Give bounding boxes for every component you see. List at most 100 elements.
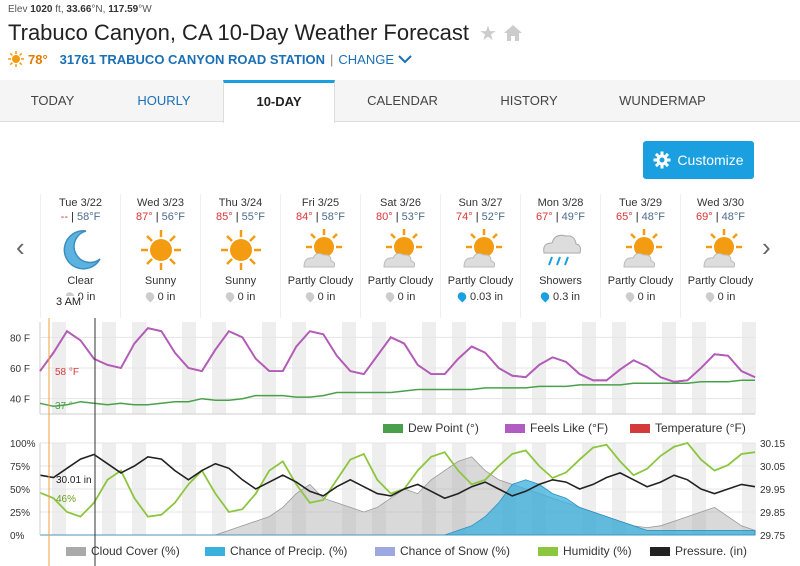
title-row: Trabuco Canyon, CA 10-Day Weather Foreca… [8, 20, 523, 46]
temp-annotation: 58 °F [55, 367, 79, 378]
hi-lo: 85° | 55°F [216, 211, 265, 223]
precip-amount: 0 in [361, 290, 440, 303]
hi-lo: 74° | 52°F [456, 211, 505, 223]
day-column[interactable]: Thu 3/24 85° | 55°F Sunny 0 in [200, 194, 280, 318]
hi-lo: 69° | 48°F [696, 211, 745, 223]
y-tick-label-left: 0% [10, 531, 25, 542]
y-tick-label-left: 100% [10, 439, 36, 450]
lon-value: 117.59 [108, 4, 139, 15]
legend-dew-point[interactable]: Dew Point (°) [383, 421, 479, 435]
tab-hourly[interactable]: HOURLY [137, 93, 191, 108]
legend-humidity[interactable]: Humidity (%) [538, 544, 632, 558]
condition: Partly Cloudy [367, 275, 434, 287]
y-tick-label-right: 30.15 [760, 439, 785, 450]
temperature-chart: 80 F 60 F 40 F 58 °F 37 ° [10, 318, 756, 438]
high-temp: 84° [296, 211, 313, 223]
legend-precip[interactable]: Chance of Precip. (%) [205, 544, 347, 558]
tab-bar: TODAY HOURLY 10-DAY CALENDAR HISTORY WUN… [0, 80, 800, 123]
tab-history[interactable]: HISTORY [500, 93, 558, 108]
condition: Clear [67, 275, 94, 287]
star-icon[interactable]: ★ [479, 22, 497, 45]
legend-cloud-cover[interactable]: Cloud Cover (%) [66, 544, 180, 558]
legend-temp-label: Temperature (°F) [655, 421, 746, 435]
high-temp: 74° [456, 211, 473, 223]
precip-amount: 0.3 in [521, 290, 600, 303]
raindrop-icon [223, 290, 236, 303]
precip-amount: 0.03 in [441, 290, 520, 303]
condition: Partly Cloudy [607, 275, 674, 287]
day-column[interactable]: Sat 3/26 80° | 53°F Partly Cloudy 0 in [360, 194, 440, 318]
raindrop-icon [455, 290, 468, 303]
low-temp: 55°F [241, 211, 265, 223]
day-name: Fri 3/25 [301, 197, 340, 209]
low-temp: 48°F [721, 211, 745, 223]
precip-amount: 0 in [41, 290, 120, 303]
y-tick-label-left: 75% [10, 462, 30, 473]
chevron-down-icon[interactable] [398, 54, 412, 64]
condition: Partly Cloudy [687, 275, 754, 287]
precip-value: 0 in [717, 291, 736, 303]
legend-feels-like[interactable]: Feels Like (°F) [505, 421, 608, 435]
day-name: Sun 3/27 [458, 197, 503, 209]
day-column[interactable]: Tue 3/29 65° | 48°F Partly Cloudy 0 in [600, 194, 680, 318]
series-line-dew-point- [39, 379, 755, 408]
day-name: Tue 3/22 [58, 197, 102, 209]
day-column[interactable]: Wed 3/23 87° | 56°F Sunny 0 in [120, 194, 200, 318]
precip-amount: 0 in [201, 290, 280, 303]
y-tick-label: 80 F [10, 333, 30, 344]
low-temp: 48°F [641, 211, 665, 223]
day-name: Tue 3/29 [618, 197, 662, 209]
legend-humidity-label: Humidity (%) [563, 544, 632, 558]
day-columns: Tue 3/22 -- | 58°F Clear 0 in Wed 3/23 87° | … [40, 194, 758, 318]
day-column[interactable]: Sun 3/27 74° | 52°F Partly Cloudy 0.03 in [440, 194, 520, 318]
condition: Partly Cloudy [287, 275, 354, 287]
prev-arrow-icon[interactable]: ‹ [16, 232, 25, 262]
separator: | [330, 51, 334, 67]
day-name: Sat 3/26 [380, 197, 421, 209]
elev-label: Elev [8, 4, 28, 15]
home-icon[interactable] [503, 24, 523, 42]
day-column[interactable]: Mon 3/28 67° | 49°F Showers 0.3 in [520, 194, 600, 318]
moon-icon [63, 230, 101, 270]
partly-cloudy-icon [622, 229, 662, 268]
raindrop-icon [623, 290, 636, 303]
customize-button[interactable]: Customize [643, 141, 754, 179]
day-name: Wed 3/30 [697, 197, 744, 209]
partly-cloudy-icon [302, 229, 342, 268]
day-name: Thu 3/24 [218, 197, 263, 209]
tab-10-day[interactable]: 10-DAY [223, 80, 335, 123]
precip-value: 0 in [77, 291, 96, 303]
next-arrow-icon[interactable]: › [762, 232, 771, 262]
humidity-annotation: 46% [56, 494, 76, 505]
high-temp: 69° [696, 211, 713, 223]
legend-dew-label: Dew Point (°) [408, 421, 479, 435]
condition: Sunny [224, 275, 257, 287]
change-station-button[interactable]: CHANGE [338, 51, 395, 67]
humidity-swatch [538, 546, 558, 556]
temp-swatch [630, 423, 650, 433]
y-tick-label-left: 25% [10, 508, 30, 519]
legend-precip-label: Chance of Precip. (%) [230, 544, 348, 558]
hi-lo: -- | 58°F [60, 211, 101, 223]
y-tick-label-right: 30.05 [760, 462, 785, 473]
legend-temperature[interactable]: Temperature (°F) [630, 421, 746, 435]
tab-today[interactable]: TODAY [30, 93, 75, 108]
high-temp: 87° [136, 211, 153, 223]
legend-feels-label: Feels Like (°F) [530, 421, 609, 435]
hi-lo: 87° | 56°F [136, 211, 185, 223]
legend-pressure[interactable]: Pressure. (in) [650, 544, 747, 558]
day-column[interactable]: Fri 3/25 84° | 58°F Partly Cloudy 0 in [280, 194, 360, 318]
series-area-chance-of-precip- [40, 479, 756, 536]
tab-wundermap[interactable]: WUNDERMAP [619, 93, 706, 108]
legend-snow[interactable]: Chance of Snow (%) [375, 544, 510, 558]
page-title: Trabuco Canyon, CA 10-Day Weather Foreca… [8, 20, 469, 45]
day-name: Mon 3/28 [537, 197, 584, 209]
snow-swatch [375, 546, 395, 556]
tab-calendar[interactable]: CALENDAR [367, 93, 438, 108]
day-column[interactable]: Wed 3/30 69° | 48°F Partly Cloudy 0 in [680, 194, 760, 318]
day-column[interactable]: Tue 3/22 -- | 58°F Clear 0 in [40, 194, 120, 318]
pressure-annotation: 30.01 in [56, 475, 92, 486]
station-link[interactable]: 31761 TRABUCO CANYON ROAD STATION [59, 51, 325, 67]
precip-amount: 0 in [121, 290, 200, 303]
cloud-swatch [66, 546, 86, 556]
